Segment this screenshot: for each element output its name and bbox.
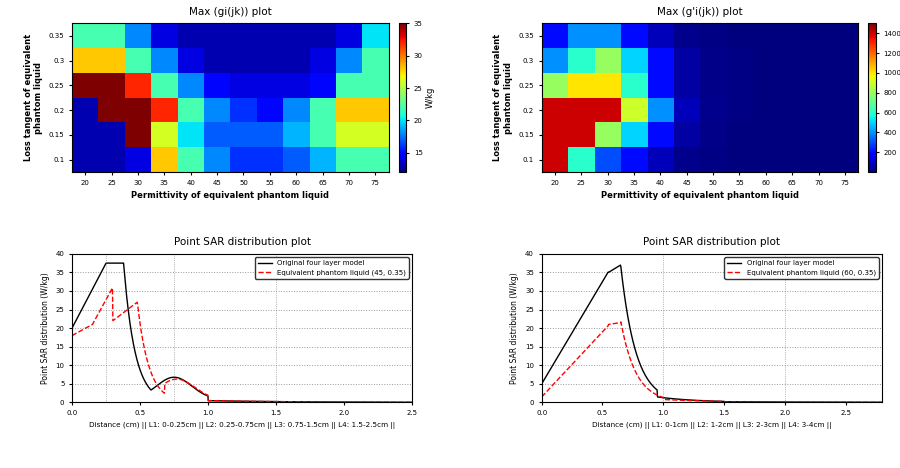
Legend: Original four layer model, Equivalent phantom liquid (45, 0.35): Original four layer model, Equivalent ph… [255, 257, 409, 279]
Original four layer model [877, 400, 887, 405]
Original four layer model [265, 399, 275, 404]
Equivalent phantom liquid (60, 0.35) [616, 319, 626, 325]
Legend: Original four layer model, Equivalent phantom liquid (60, 0.35): Original four layer model, Equivalent ph… [724, 257, 878, 279]
Y-axis label: Point SAR distribution (W/kg): Point SAR distribution (W/kg) [510, 272, 519, 384]
Equivalent phantom liquid (60, 0.35) [536, 394, 547, 400]
Equivalent phantom liquid (45, 0.35) [274, 399, 284, 404]
Original four layer model [274, 399, 284, 404]
Equivalent phantom liquid (45, 0.35) [407, 400, 418, 405]
Line: Equivalent phantom liquid (45, 0.35): Equivalent phantom liquid (45, 0.35) [72, 288, 412, 402]
Equivalent phantom liquid (60, 0.35) [557, 372, 568, 377]
Original four layer model [557, 346, 568, 351]
Equivalent phantom liquid (60, 0.35) [753, 399, 764, 405]
X-axis label: Permittivity of equivalent phantom liquid: Permittivity of equivalent phantom liqui… [601, 191, 799, 200]
Equivalent phantom liquid (45, 0.35) [87, 321, 98, 326]
Equivalent phantom liquid (45, 0.35) [67, 333, 77, 338]
Original four layer model [325, 399, 336, 405]
Equivalent phantom liquid (45, 0.35) [107, 285, 118, 291]
X-axis label: Distance (cm) || L1: 0-1cm || L2: 1-2cm || L3: 2-3cm || L4: 3-4cm ||: Distance (cm) || L1: 0-1cm || L2: 1-2cm … [592, 422, 832, 429]
Equivalent phantom liquid (60, 0.35) [734, 399, 745, 405]
Y-axis label: Point SAR distribution (W/kg): Point SAR distribution (W/kg) [40, 272, 50, 384]
Equivalent phantom liquid (45, 0.35) [265, 399, 275, 404]
Equivalent phantom liquid (45, 0.35) [284, 399, 294, 404]
X-axis label: Permittivity of equivalent phantom liquid: Permittivity of equivalent phantom liqui… [131, 191, 329, 200]
Original four layer model [360, 399, 371, 405]
Original four layer model [101, 260, 112, 266]
Y-axis label: Loss tangent of equivalent
phantom liquid: Loss tangent of equivalent phantom liqui… [23, 34, 43, 161]
Line: Equivalent phantom liquid (60, 0.35): Equivalent phantom liquid (60, 0.35) [542, 322, 882, 402]
Equivalent phantom liquid (60, 0.35) [795, 399, 806, 405]
Original four layer model [67, 325, 77, 331]
Original four layer model [795, 399, 806, 405]
Original four layer model [743, 399, 754, 405]
Equivalent phantom liquid (45, 0.35) [360, 399, 371, 405]
Original four layer model [830, 399, 841, 405]
Title: Point SAR distribution plot: Point SAR distribution plot [174, 237, 310, 248]
Equivalent phantom liquid (60, 0.35) [743, 399, 754, 405]
X-axis label: Distance (cm) || L1: 0-0.25cm || L2: 0.25-0.75cm || L3: 0.75-1.5cm || L4: 1.5-2.: Distance (cm) || L1: 0-0.25cm || L2: 0.2… [89, 422, 395, 429]
Line: Original four layer model: Original four layer model [542, 265, 882, 402]
Y-axis label: Loss tangent of equivalent
phantom liquid: Loss tangent of equivalent phantom liqui… [493, 34, 513, 161]
Title: Point SAR distribution plot: Point SAR distribution plot [644, 237, 780, 248]
Title: Max (gi(jk)) plot: Max (gi(jk)) plot [189, 7, 272, 17]
Equivalent phantom liquid (60, 0.35) [877, 400, 887, 405]
Y-axis label: W/kg: W/kg [426, 87, 435, 109]
Original four layer model [615, 262, 626, 268]
Original four layer model [753, 399, 764, 405]
Original four layer model [536, 381, 547, 387]
Original four layer model [407, 400, 418, 405]
Title: Max (g'i(jk)) plot: Max (g'i(jk)) plot [657, 7, 742, 17]
Line: Original four layer model: Original four layer model [72, 263, 412, 402]
Equivalent phantom liquid (60, 0.35) [830, 399, 841, 405]
Original four layer model [87, 285, 98, 291]
Original four layer model [284, 399, 294, 404]
Original four layer model [734, 399, 745, 405]
Equivalent phantom liquid (45, 0.35) [325, 399, 336, 405]
